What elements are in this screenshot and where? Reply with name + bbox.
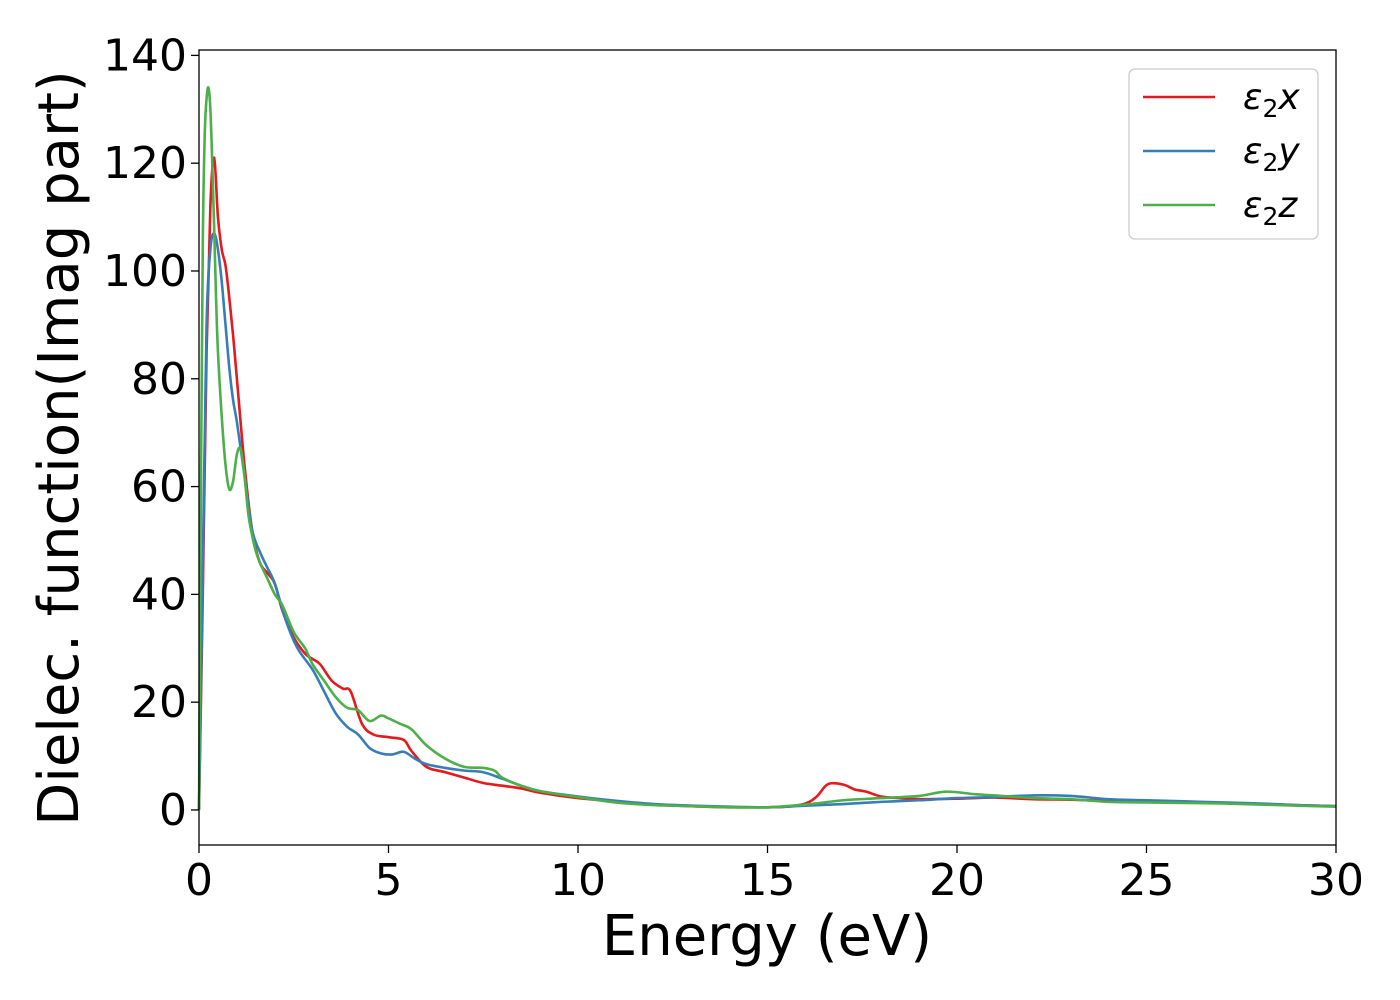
x-tick-label: 0 <box>185 855 213 906</box>
y-tick-label: 0 <box>159 785 187 836</box>
series-line-z <box>197 86 1337 810</box>
x-tick-label: 30 <box>1308 855 1364 906</box>
y-axis-label: Dielec. function(Imag part) <box>27 70 92 826</box>
y-tick-label: 140 <box>103 30 187 81</box>
y-tick-label: 40 <box>131 569 187 620</box>
x-tick-label: 10 <box>550 855 606 906</box>
y-tick-label: 20 <box>131 677 187 728</box>
legend-box <box>1128 68 1319 240</box>
x-axis-label: Energy (eV) <box>602 904 932 969</box>
legend-label-x: ε2x <box>1243 77 1300 123</box>
legend-label-y: ε2y <box>1243 131 1300 177</box>
y-tick-label: 60 <box>131 462 187 513</box>
y-tick-label: 120 <box>103 138 187 189</box>
series-line-y <box>197 231 1337 810</box>
x-tick-label: 20 <box>929 855 985 906</box>
x-tick-label: 5 <box>375 855 403 906</box>
x-axis-ticks: 0 5 10 15 20 25 30 <box>185 845 1364 906</box>
x-tick-label: 15 <box>740 855 796 906</box>
legend-label-z: ε2z <box>1243 185 1298 231</box>
y-axis-ticks: 0 20 40 60 80 100 120 140 <box>103 30 199 836</box>
x-tick-label: 25 <box>1119 855 1175 906</box>
legend: ε2x ε2y ε2z <box>1128 68 1319 240</box>
y-tick-label: 80 <box>131 354 187 405</box>
series-layer <box>197 86 1337 810</box>
y-tick-label: 100 <box>103 246 187 297</box>
legend-items: ε2x ε2y ε2z <box>1143 77 1300 231</box>
